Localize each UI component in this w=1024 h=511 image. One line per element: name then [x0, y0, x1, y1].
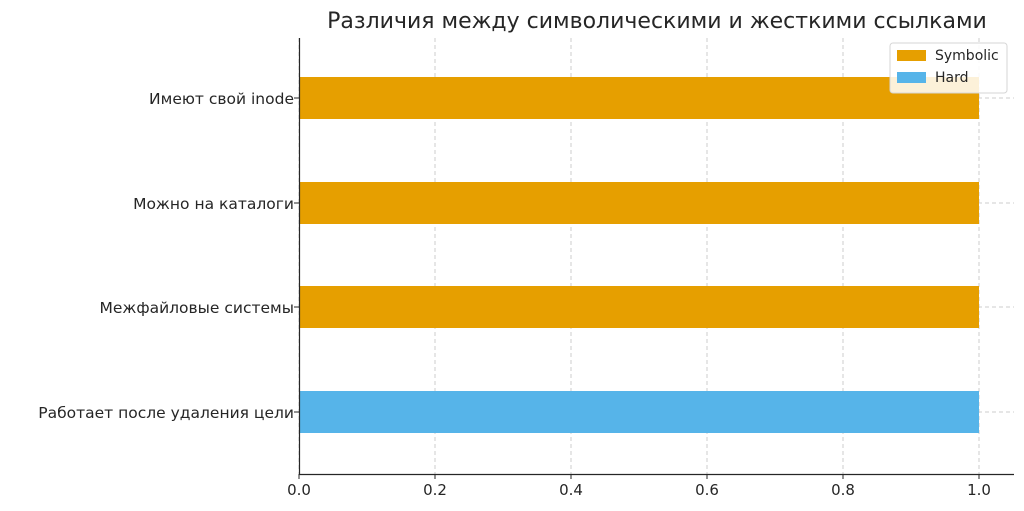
- legend-label-hard: Hard: [935, 70, 969, 86]
- chart-title: Различия между символическими и жесткими…: [327, 9, 987, 34]
- legend: Symbolic Hard: [889, 42, 1008, 94]
- x-tick-label: 0.2: [423, 481, 447, 499]
- bar-symbolic-2: [299, 286, 979, 328]
- x-tick-label: 0.0: [287, 481, 311, 499]
- x-tick-label: 1.0: [967, 481, 991, 499]
- bars: [299, 77, 979, 433]
- x-tick-label: 0.4: [559, 481, 583, 499]
- axes: [298, 38, 1014, 476]
- y-tick-label: Работает после удаления цели: [38, 404, 294, 422]
- legend-swatch-hard: [897, 72, 926, 83]
- bar-symbolic-1: [299, 182, 979, 224]
- x-tick-label: 0.8: [831, 481, 855, 499]
- y-tick-label: Имеют свой inode: [149, 90, 294, 108]
- legend-swatch-symbolic: [897, 50, 926, 61]
- x-axis-ticks: 0.0 0.2 0.4 0.6 0.8 1.0: [287, 474, 991, 499]
- legend-label-symbolic: Symbolic: [935, 48, 999, 64]
- x-tick-label: 0.6: [695, 481, 719, 499]
- y-tick-label: Можно на каталоги: [133, 195, 294, 213]
- bar-hard-3: [299, 391, 979, 433]
- y-axis-labels: Имеют свой inode Можно на каталоги Межфайл…: [38, 90, 299, 422]
- y-tick-label: Межфайловые системы: [99, 299, 294, 317]
- bar-symbolic-0: [299, 77, 979, 119]
